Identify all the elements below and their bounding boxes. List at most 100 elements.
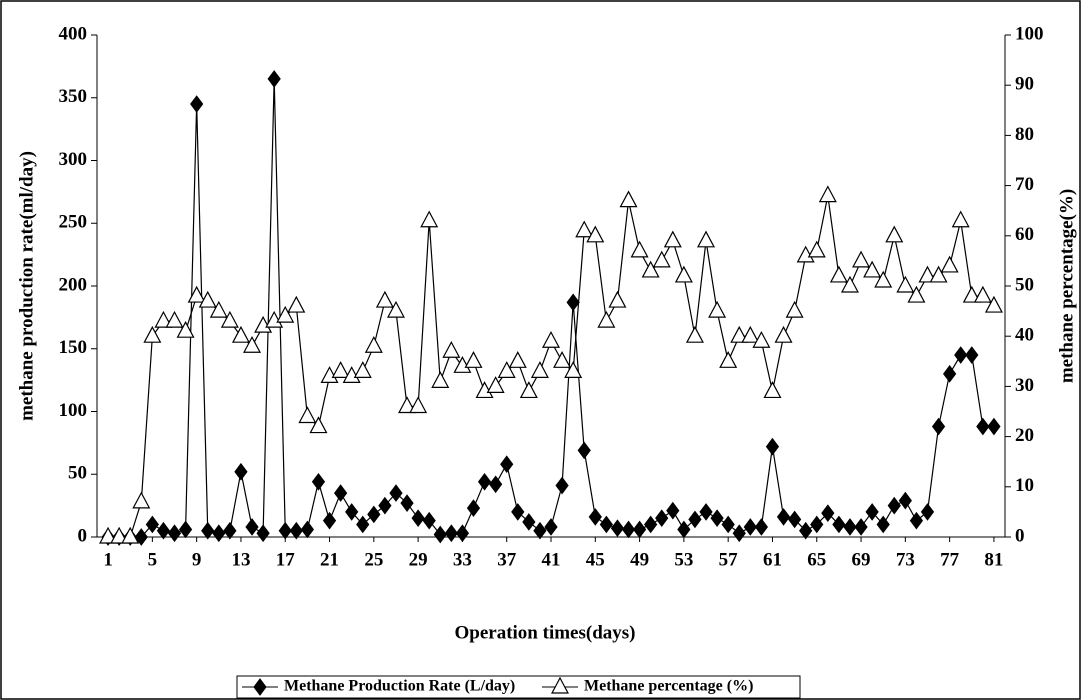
- y-axis-label: methane production rate(ml/day): [16, 151, 37, 421]
- data-point: [898, 491, 912, 510]
- data-point: [566, 293, 580, 312]
- series-line: [108, 195, 995, 538]
- data-point: [608, 290, 627, 308]
- data-point: [655, 509, 669, 528]
- data-point: [652, 250, 671, 268]
- data-point: [553, 351, 572, 368]
- data-point: [442, 340, 461, 358]
- data-point: [331, 361, 350, 378]
- data-point: [231, 325, 250, 343]
- data-point: [929, 265, 948, 283]
- data-point: [508, 351, 527, 368]
- data-point: [730, 325, 749, 343]
- x-tick-label: 69: [852, 549, 871, 570]
- data-point: [630, 240, 649, 258]
- data-point: [187, 285, 206, 303]
- data-point: [477, 472, 492, 491]
- data-point: [400, 494, 414, 512]
- legend-marker: [253, 678, 267, 696]
- data-point: [455, 524, 470, 543]
- data-point: [874, 270, 893, 288]
- legend-label: Methane Production Rate (L/day): [284, 678, 515, 695]
- data-point: [289, 521, 303, 540]
- data-point: [644, 515, 658, 534]
- y-tick-label: 350: [59, 86, 88, 107]
- data-point: [444, 524, 458, 543]
- y-tick-label: 100: [59, 400, 88, 421]
- data-point: [641, 260, 660, 278]
- y2-tick-label: 30: [1015, 375, 1034, 396]
- data-point: [110, 526, 129, 544]
- data-point: [398, 396, 417, 414]
- data-point: [719, 351, 738, 368]
- y2-tick-label: 10: [1015, 475, 1034, 496]
- data-point: [887, 496, 901, 515]
- data-point: [409, 396, 428, 414]
- data-point: [345, 503, 359, 521]
- x-tick-label: 29: [409, 549, 428, 570]
- data-point: [787, 510, 802, 529]
- data-point: [843, 518, 857, 536]
- x-tick-label: 37: [497, 549, 517, 570]
- data-point: [99, 526, 118, 544]
- y-tick-label: 400: [59, 23, 88, 44]
- data-point: [145, 515, 159, 534]
- data-point: [840, 275, 859, 293]
- data-point: [799, 521, 813, 540]
- data-point: [489, 475, 503, 494]
- data-point: [951, 210, 970, 228]
- data-point: [276, 305, 295, 323]
- data-point: [577, 441, 591, 460]
- data-point: [597, 310, 616, 328]
- data-point: [322, 511, 337, 530]
- y2-tick-label: 50: [1015, 274, 1034, 295]
- data-point: [965, 346, 979, 364]
- data-point: [156, 521, 171, 540]
- data-point: [907, 285, 926, 303]
- data-point: [708, 300, 727, 318]
- data-point: [256, 524, 270, 543]
- data-point: [165, 310, 184, 328]
- x-tick-label: 25: [364, 549, 383, 570]
- data-point: [807, 240, 826, 258]
- data-point: [386, 300, 405, 318]
- data-point: [752, 330, 771, 348]
- data-point: [586, 225, 605, 243]
- x-tick-label: 57: [719, 549, 739, 570]
- x-tick-label: 9: [192, 549, 202, 570]
- data-point: [544, 518, 558, 536]
- data-point: [865, 503, 879, 521]
- y-tick-label: 0: [78, 525, 88, 546]
- data-point: [699, 503, 713, 521]
- data-point: [464, 351, 483, 368]
- data-point: [356, 515, 370, 534]
- data-point: [300, 520, 315, 539]
- data-point: [721, 515, 735, 534]
- data-point: [984, 295, 1003, 313]
- y-tick-label: 50: [68, 463, 87, 484]
- data-point: [154, 310, 173, 328]
- data-point: [918, 265, 937, 283]
- data-point: [375, 290, 394, 308]
- legend-box: [236, 675, 801, 699]
- y2-tick-label: 40: [1015, 325, 1034, 346]
- data-point: [364, 335, 383, 353]
- data-point: [267, 70, 281, 88]
- data-point: [810, 515, 824, 534]
- data-point: [176, 320, 195, 338]
- y2-tick-label: 60: [1015, 224, 1034, 245]
- data-point: [674, 265, 693, 283]
- data-point: [743, 518, 757, 536]
- data-point: [353, 361, 372, 378]
- data-point: [367, 505, 381, 524]
- data-point: [973, 285, 992, 303]
- data-point: [754, 518, 769, 536]
- data-point: [677, 520, 691, 539]
- data-point: [245, 518, 259, 536]
- data-point: [588, 508, 602, 526]
- legend-marker: [551, 676, 569, 694]
- data-point: [420, 210, 439, 228]
- x-tick-label: 53: [674, 549, 693, 570]
- data-point: [987, 417, 1001, 436]
